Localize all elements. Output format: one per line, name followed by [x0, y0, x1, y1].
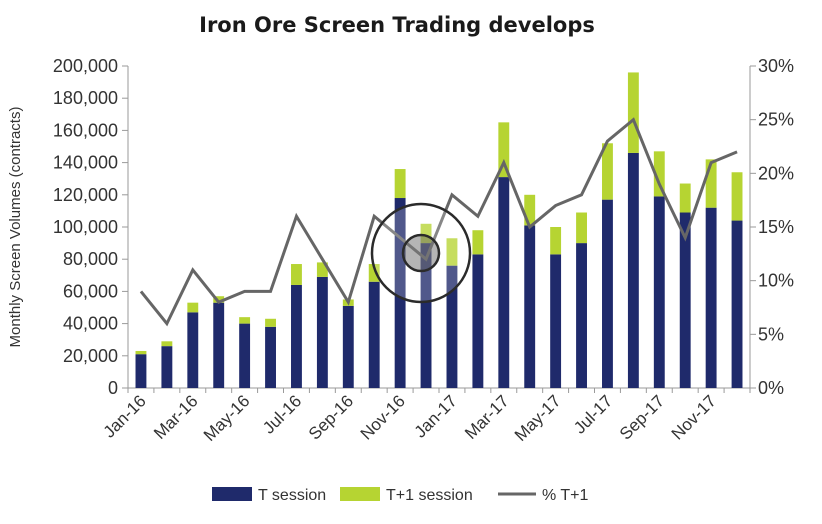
x-tick-label: Jul-16 — [259, 391, 305, 437]
y2-tick-label: 20% — [758, 163, 794, 183]
legend-label-t1-session: T+1 session — [386, 487, 473, 504]
highlight-ring-inner — [401, 233, 441, 273]
bar-t-session — [187, 312, 199, 388]
y2-tick-label: 5% — [758, 324, 784, 344]
bar-t1-session — [420, 223, 432, 244]
bar-t1-session — [316, 262, 328, 277]
line-pct-t1 — [139, 117, 738, 327]
y-tick-label: 0 — [108, 378, 118, 398]
y-tick-label: 160,000 — [53, 120, 118, 140]
bar-t1-session — [731, 172, 743, 221]
bar-t-session — [394, 198, 406, 388]
bar-t-session — [446, 265, 458, 388]
bar-t1-session — [161, 341, 173, 347]
bar-t1-session — [705, 159, 717, 208]
bar-t1-session — [679, 183, 691, 213]
x-tick-label: Sep-16 — [305, 391, 357, 443]
bar-t-session — [161, 346, 173, 388]
bar-t-session — [472, 254, 484, 388]
y-tick-label: 20,000 — [63, 346, 118, 366]
bar-t-session — [291, 284, 302, 388]
x-tick-label: Nov-17 — [668, 391, 720, 443]
bar-t1-session — [602, 143, 613, 200]
y-tick-label: 180,000 — [53, 88, 118, 108]
x-tick-label: Nov-16 — [357, 391, 409, 443]
y-tick-label: 60,000 — [63, 281, 118, 301]
y-tick-label: 140,000 — [53, 153, 118, 173]
x-tick-label: May-17 — [511, 391, 565, 445]
legend-swatch-t1-session — [340, 487, 380, 501]
y2-tick-label: 10% — [758, 271, 794, 291]
bar-t-session — [602, 199, 613, 388]
bar-t-session — [213, 302, 225, 388]
bar-t-session — [653, 196, 665, 388]
highlight-ring-outer — [370, 202, 472, 304]
y-tick-label: 40,000 — [63, 314, 118, 334]
x-tick-label: Jan-16 — [100, 391, 150, 441]
bar-t1-session — [446, 238, 458, 266]
bar-t1-session — [394, 169, 406, 199]
bar-t-session — [550, 254, 562, 388]
y-tick-label: 80,000 — [63, 249, 118, 269]
bar-t1-session — [135, 350, 147, 355]
chart-title: Iron Ore Screen Trading develops — [199, 13, 595, 37]
bar-t1-session — [498, 122, 510, 178]
bar-t-session — [731, 220, 743, 388]
bar-t1-session — [550, 227, 562, 255]
legend: T session T+1 session % T+1 — [212, 487, 589, 504]
legend-label-t-session: T session — [258, 487, 326, 504]
bar-t1-session — [213, 296, 225, 303]
bar-t-session — [316, 276, 328, 388]
x-tick-label: Mar-17 — [461, 391, 513, 443]
bar-t1-session — [368, 264, 380, 282]
bar-t1-session — [291, 264, 302, 285]
x-tick-label: Mar-16 — [150, 391, 202, 443]
bar-t-session — [342, 305, 354, 388]
x-tick-label: May-16 — [200, 391, 254, 445]
x-tick-label: Jul-17 — [570, 391, 616, 437]
bar-t1-session — [187, 302, 199, 313]
bar-t-session — [239, 323, 251, 388]
legend-label-pct-t1: % T+1 — [542, 487, 589, 504]
bar-t-session — [498, 177, 510, 388]
bar-t1-session — [472, 230, 484, 255]
bar-t1-session — [265, 318, 276, 327]
bar-t-session — [135, 354, 147, 388]
bar-t-session — [627, 152, 639, 388]
bar-t-session — [524, 225, 536, 388]
bar-t1-session — [524, 194, 536, 226]
x-tick-label: Jan-17 — [411, 391, 461, 441]
bar-t1-session — [576, 212, 587, 244]
bar-t-session — [420, 243, 432, 388]
bar-t1-session — [653, 151, 665, 197]
bar-t-session — [705, 207, 717, 388]
y-tick-label: 200,000 — [53, 56, 118, 76]
bar-t-session — [576, 243, 587, 388]
x-tick-label: Sep-17 — [616, 391, 668, 443]
y2-tick-label: 30% — [758, 56, 794, 76]
y2-tick-label: 25% — [758, 110, 794, 130]
bar-t-session — [679, 212, 691, 388]
bar-t-session — [368, 281, 380, 388]
y2-tick-label: 15% — [758, 217, 794, 237]
legend-swatch-t-session — [212, 487, 252, 501]
y-tick-label: 120,000 — [53, 185, 118, 205]
bar-t1-session — [627, 72, 639, 153]
bar-t-session — [265, 326, 276, 388]
y2-tick-label: 0% — [758, 378, 784, 398]
y-axis-label: Monthly Screen Volumes (contracts) — [7, 107, 24, 348]
y-tick-label: 100,000 — [53, 217, 118, 237]
bar-t1-session — [239, 317, 251, 324]
